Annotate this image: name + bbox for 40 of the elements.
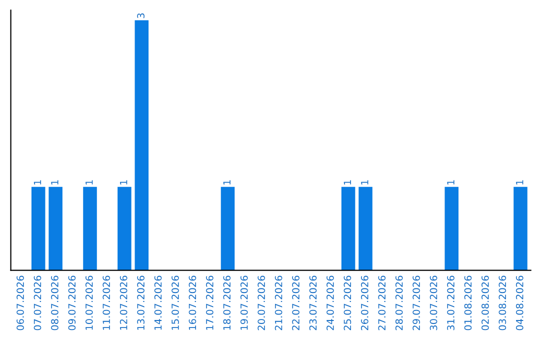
x-tick-label: 09.07.2026 bbox=[68, 276, 76, 330]
x-tick-label: 25.07.2026 bbox=[344, 276, 352, 330]
x-tick-label: 08.07.2026 bbox=[51, 276, 58, 330]
data-label: 1 bbox=[120, 180, 128, 184]
x-tick-label: 20.07.2026 bbox=[258, 276, 266, 330]
x-tick-label: 13.07.2026 bbox=[137, 276, 144, 330]
data-label: 1 bbox=[51, 180, 58, 184]
data-label: 3 bbox=[137, 13, 144, 18]
x-tick-label: 10.07.2026 bbox=[85, 276, 93, 330]
x-tick-label: 12.07.2026 bbox=[120, 276, 128, 330]
x-tick-label: 17.07.2026 bbox=[206, 276, 214, 330]
x-tick-label: 01.08.2026 bbox=[464, 276, 472, 330]
x-tick-label: 11.07.2026 bbox=[102, 276, 110, 330]
data-label: 1 bbox=[344, 180, 351, 184]
x-tick-label: 31.07.2026 bbox=[447, 276, 454, 330]
x-tick-label: 19.07.2026 bbox=[240, 276, 248, 330]
x-tick-label: 30.07.2026 bbox=[430, 276, 438, 330]
x-tick-label: 07.07.2026 bbox=[34, 276, 42, 330]
data-label: 1 bbox=[361, 180, 368, 184]
x-tick-label: 22.07.2026 bbox=[292, 276, 300, 330]
data-label: 1 bbox=[223, 180, 230, 184]
data-label: 1 bbox=[86, 180, 93, 184]
x-tick-label: 28.07.2026 bbox=[395, 276, 403, 330]
x-tick-label: 14.07.2026 bbox=[154, 276, 162, 330]
x-tick-label: 26.07.2026 bbox=[360, 276, 368, 330]
x-tick-label: 02.08.2026 bbox=[482, 276, 489, 330]
x-tick-label: 06.07.2026 bbox=[16, 276, 24, 330]
x-tick-label: 18.07.2026 bbox=[223, 276, 231, 330]
x-tick-label: 21.07.2026 bbox=[274, 276, 282, 330]
x-tick-label: 04.08.2026 bbox=[516, 276, 524, 330]
data-label: 1 bbox=[516, 180, 524, 184]
data-label: 1 bbox=[34, 180, 42, 184]
x-tick-label: 23.07.2026 bbox=[309, 276, 317, 330]
x-tick-label: 24.07.2026 bbox=[326, 276, 334, 330]
x-tick-label: 27.07.2026 bbox=[378, 276, 386, 330]
x-tick-label: 03.08.2026 bbox=[498, 276, 506, 330]
x-tick-label: 16.07.2026 bbox=[188, 276, 196, 330]
data-label: 1 bbox=[447, 180, 454, 184]
x-tick-label: 29.07.2026 bbox=[412, 276, 420, 330]
x-tick-label: 15.07.2026 bbox=[172, 276, 179, 330]
